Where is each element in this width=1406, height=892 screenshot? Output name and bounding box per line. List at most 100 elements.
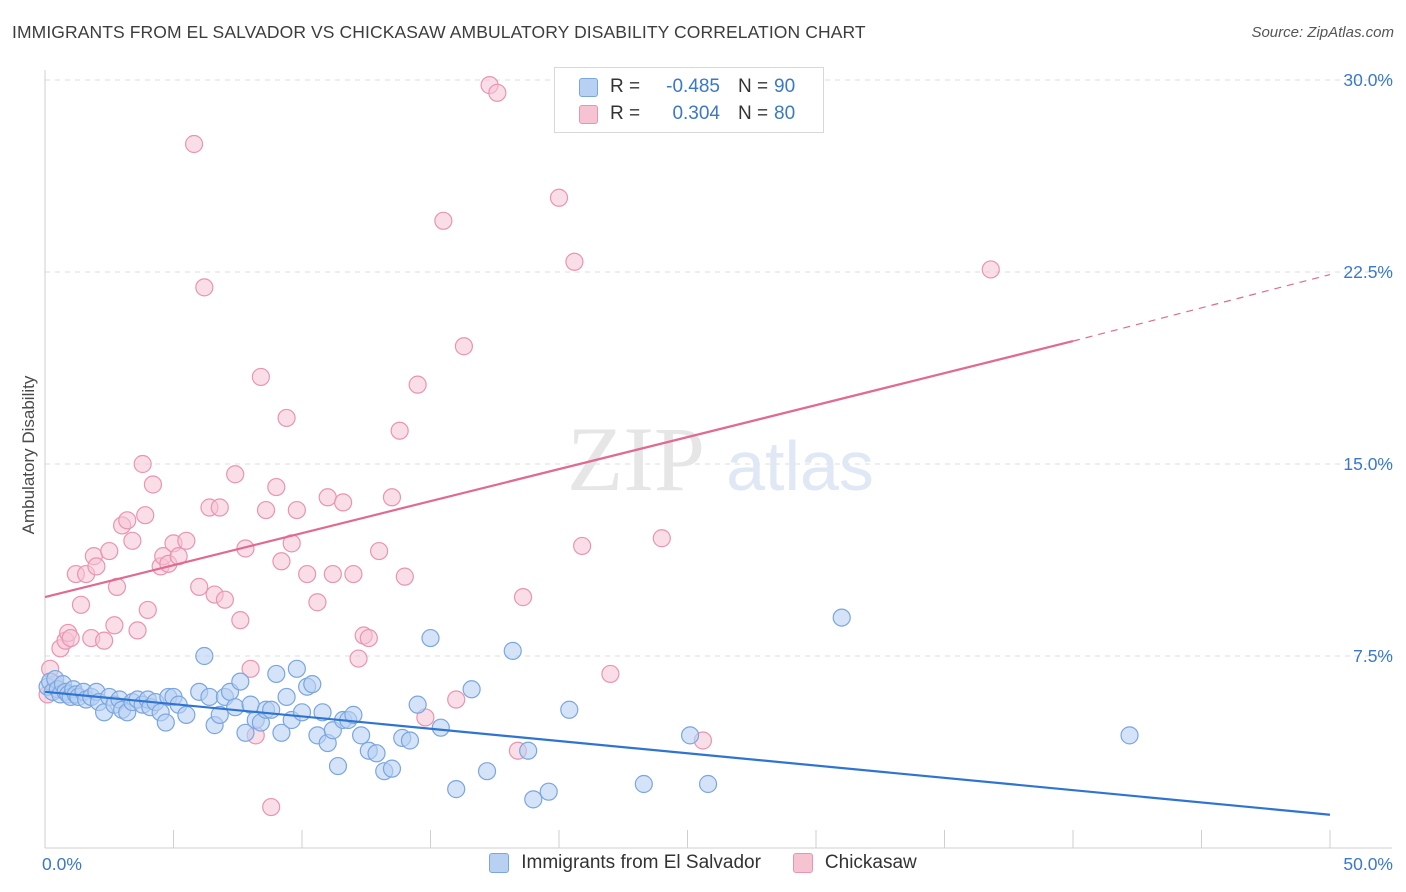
chickasaw-point [272,552,291,571]
legend-label-el-salvador: Immigrants from El Salvador [521,852,761,873]
chickasaw-point [454,337,474,356]
chickasaw-point [184,134,204,154]
chickasaw-point [177,531,196,550]
el-salvador-point [272,723,291,742]
el-salvador-point [462,680,481,699]
legend-n-value: 80 [774,103,796,124]
y-tick-label: 22.5% [1343,262,1393,282]
watermark-atlas: atlas [726,427,874,505]
chickasaw-point [138,600,157,620]
chickasaw-point [382,488,402,507]
chickasaw-point [370,541,389,561]
chickasaw-point [318,488,337,507]
legend-swatch-blue [579,77,598,97]
el-salvador-point [287,659,306,678]
chickasaw-point [95,631,114,650]
chart-title: IMMIGRANTS FROM EL SALVADOR VS CHICKASAW… [12,22,866,42]
chickasaw-point [434,211,453,230]
el-salvador-point [560,700,579,719]
chickasaw-point [71,595,91,614]
legend-r-value: -0.485 [666,76,720,97]
chickasaw-point [128,621,147,640]
chickasaw-point [105,616,124,635]
el-salvador-point [382,759,402,778]
chickasaw-point [133,454,152,474]
chickasaw-trend-extension [1072,273,1331,342]
tick-labels: 7.5% 15.0% 22.5% 30.0% 0.0% 50.0% [42,70,1393,874]
chickasaw-point [513,588,533,607]
chickasaw-point [277,408,296,428]
el-salvador-point [832,608,851,627]
el-salvador-point [277,687,296,707]
legend-n-value: 90 [774,76,796,97]
correlation-legend: R = -0.485 N = 90 R = 0.304 N = 80 [554,67,824,133]
chickasaw-point [447,690,466,709]
y-axis-label: Ambulatory Disability [19,375,38,534]
chickasaw-point [100,541,119,561]
chickasaw-point [334,493,353,512]
chickasaw-point [251,367,270,387]
el-salvador-point [680,726,700,745]
legend-row-chickasaw: R = 0.304 N = 80 [579,102,795,126]
watermark-zip: ZIP [567,408,705,510]
chickasaw-point [488,83,507,102]
chickasaw-point [241,659,260,678]
legend-item-chickasaw: Chickasaw [792,852,917,874]
el-salvador-point [236,723,255,742]
y-tick-label: 15.0% [1343,454,1393,474]
watermark: ZIP atlas [567,408,874,510]
chickasaw-trend-line [44,340,1074,599]
el-salvador-point [303,675,322,694]
el-salvador-point [210,705,229,724]
chickasaw-point [565,252,584,271]
x-tick-label: 0.0% [42,854,82,874]
el-salvador-point [634,774,653,794]
chickasaw-point [118,511,137,530]
chickasaw-point [123,531,142,550]
chickasaw-point [61,628,80,648]
chickasaw-point [308,593,327,612]
el-salvador-point [177,705,196,724]
chickasaw-point [226,465,245,484]
legend-item-el-salvador: Immigrants from El Salvador [489,852,761,874]
el-salvador-point [447,780,466,799]
el-salvador-point [262,700,281,719]
el-salvador-point [231,672,250,691]
el-salvador-point [539,782,558,801]
chickasaw-point [344,564,363,584]
x-tick-label: 50.0% [1343,854,1393,874]
legend-swatch-pink [579,104,598,124]
el-salvador-point [328,756,348,776]
chart-source: Source: ZipAtlas.com [1251,24,1394,41]
legend-row-el-salvador: R = -0.485 N = 90 [579,75,795,99]
chickasaw-point [190,577,209,596]
chickasaw-point [323,564,342,584]
el-salvador-point [352,726,371,745]
series-legend: Immigrants from El Salvador Chickasaw [0,852,1406,874]
grid-lines [45,79,1392,657]
chickasaw-point [256,500,276,520]
legend-n-label: N = [738,103,769,124]
y-tick-label: 7.5% [1353,646,1393,666]
chickasaw-point [143,475,163,494]
chickasaw-point [601,664,620,684]
el-salvador-point [408,695,427,714]
legend-r-value: 0.304 [672,103,720,124]
el-salvador-point [1120,726,1139,745]
chickasaw-point [408,375,427,394]
chickasaw-point [287,500,306,520]
el-salvador-point [503,641,522,660]
chickasaw-point [359,628,378,648]
el-salvador-point [431,718,450,737]
el-salvador-point [519,741,538,760]
legend-n-label: N = [738,76,769,97]
chickasaw-point [573,536,592,556]
el-salvador-point [698,774,718,794]
legend-swatch-pink [792,853,813,873]
chickasaw-point [652,529,671,548]
chickasaw-point [136,506,155,525]
series-chickasaw [38,76,1000,817]
chickasaw-point [210,498,229,517]
trend-lines [44,273,1331,816]
